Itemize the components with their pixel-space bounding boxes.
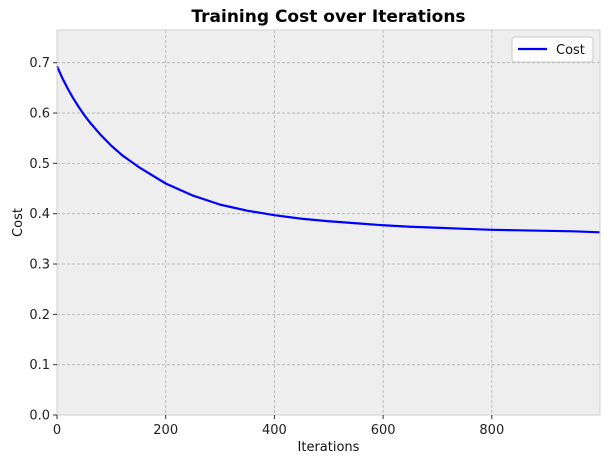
legend-box	[511, 36, 594, 63]
y-tick-label: 0.6	[29, 107, 50, 122]
series-layer	[55, 65, 601, 234]
x-tick-label: 0	[53, 423, 61, 438]
y-axis-title: Cost	[11, 208, 26, 237]
plot-frame	[56, 29, 601, 416]
legend-label-cost: Cost	[556, 43, 585, 58]
plot-area	[57, 30, 600, 415]
y-tick-label: 0.2	[29, 308, 50, 323]
x-axis-title: Iterations	[298, 440, 360, 455]
y-tick-label: 0.4	[29, 207, 50, 222]
x-tick-label: 800	[479, 423, 504, 438]
axis-ticks: 0 200 400 600 800 0.0 0.1 0.2 0.3 0.4 0.5 0.6 0.7	[29, 56, 504, 438]
y-tick-label: 0.5	[29, 157, 50, 172]
y-tick-label: 0.1	[29, 358, 50, 373]
x-tick-label: 400	[262, 423, 287, 438]
grid-lines	[57, 30, 600, 415]
y-tick-label: 0.7	[29, 56, 50, 71]
x-tick-label: 200	[153, 423, 178, 438]
series-line-cost	[55, 65, 601, 234]
y-tick-label: 0.0	[29, 409, 50, 424]
chart-title: Training Cost over Iterations	[191, 7, 465, 27]
x-tick-label: 600	[371, 423, 396, 438]
y-tick-label: 0.3	[29, 258, 50, 273]
legend: Cost	[511, 36, 594, 63]
